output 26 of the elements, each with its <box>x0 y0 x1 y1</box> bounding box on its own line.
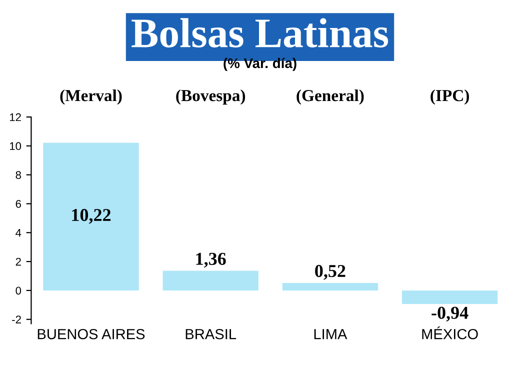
bar <box>162 270 258 290</box>
bar <box>402 290 498 304</box>
y-tick-label: 10 <box>10 142 22 150</box>
y-tick-label: 0 <box>16 286 22 295</box>
y-tick-label: 6 <box>16 200 21 208</box>
x-tick-label: BRASIL <box>186 328 236 340</box>
text: (Bovespa) <box>176 89 246 105</box>
text: (Merval) <box>60 89 122 105</box>
data-label: 0,52 <box>315 264 346 280</box>
y-tick-label: 2 <box>16 258 21 266</box>
text: (General) <box>296 89 364 105</box>
data-label: 1,36 <box>196 252 226 268</box>
data-label: 10,22 <box>72 208 111 224</box>
x-tick-label: MÉXICO <box>422 326 478 340</box>
bar <box>282 282 378 290</box>
x-tick-label: BUENOS AIRES <box>38 328 145 340</box>
chart-title: Bolsas Latinas <box>132 18 388 48</box>
bar <box>43 142 139 290</box>
y-tick-label: 12 <box>10 113 21 122</box>
data-label: -0,94 <box>432 306 468 322</box>
chart-subtitle: (% Var. día) <box>224 58 296 71</box>
x-tick-label: LIMA <box>314 329 348 340</box>
y-tick-label: 4 <box>16 229 22 237</box>
y-tick-label: -2 <box>12 316 21 324</box>
y-tick-label: 8 <box>16 171 21 179</box>
text: (IPC) <box>430 89 469 105</box>
